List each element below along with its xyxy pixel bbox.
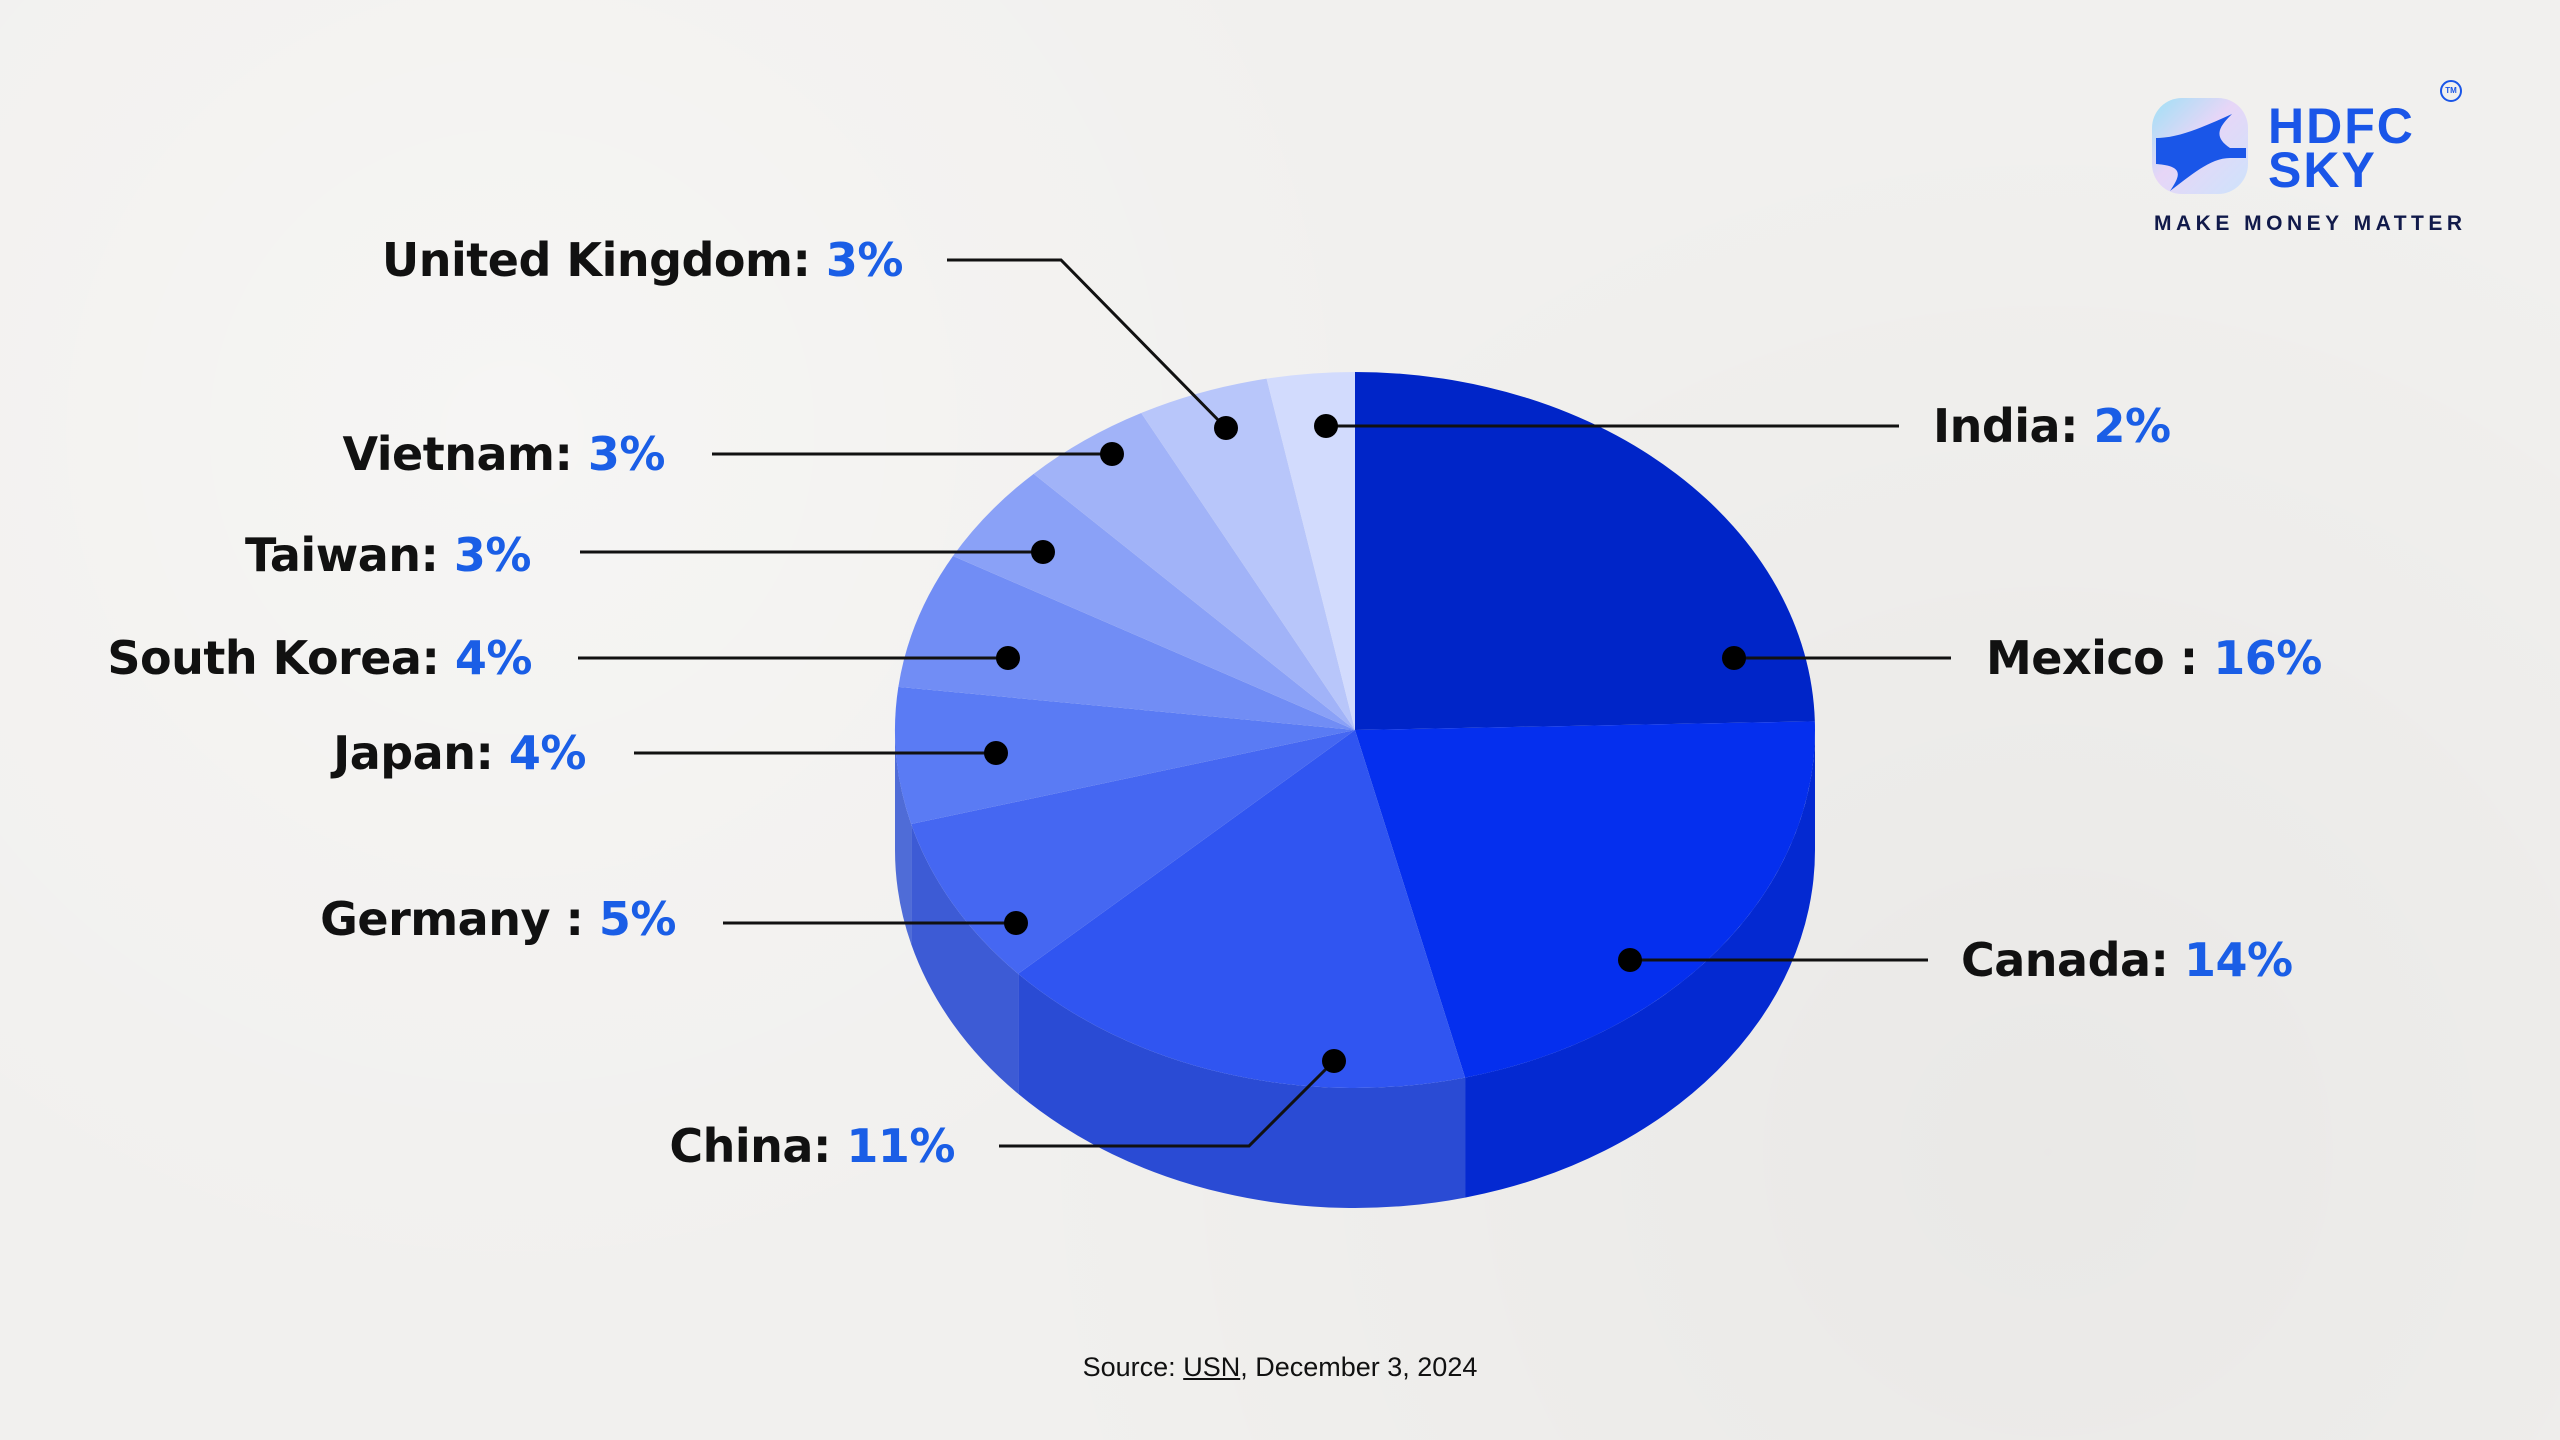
leader-dot (996, 646, 1020, 670)
slice-label-value: 14% (2183, 933, 2293, 987)
slice-label: China: 11% (669, 1119, 955, 1173)
slice-label-name: Germany : (320, 892, 599, 946)
slice-label: Taiwan: 3% (244, 528, 532, 582)
slice-label: India: 2% (1933, 399, 2171, 453)
slice-label: Japan: 4% (333, 726, 586, 780)
leader-dot (1004, 911, 1028, 935)
pie-slice-china (1018, 730, 1466, 1088)
slice-label-value: 5% (598, 892, 677, 946)
slice-label: Germany : 5% (320, 892, 676, 946)
source-link[interactable]: USN (1183, 1352, 1241, 1382)
slice-label-value: 16% (2213, 631, 2322, 685)
logo-text-sky: SKY (2268, 142, 2377, 198)
pie-slice-india (1266, 372, 1355, 730)
slice-label: Vietnam: 3% (343, 427, 666, 481)
source-date: , December 3, 2024 (1240, 1352, 1478, 1382)
leader-dot (984, 741, 1008, 765)
slice-label-value: 4% (454, 631, 533, 685)
leader-line (999, 1059, 1336, 1148)
slice-label-value: 3% (453, 528, 532, 582)
pie-side-walls (895, 730, 1815, 1208)
pie-slice-south-korea (898, 556, 1355, 730)
slice-label-name: Japan: (333, 726, 509, 780)
slice-label-name: Taiwan: (244, 528, 454, 582)
slice-label-name: China: (669, 1119, 847, 1173)
slice-label-name: Vietnam: (342, 427, 588, 481)
slice-label: Canada: 14% (1961, 933, 2293, 987)
slice-label-name: United Kingdom: (381, 233, 826, 287)
leader-dot (1100, 442, 1124, 466)
tagline: MAKE MONEY MATTER (2154, 212, 2467, 235)
pie-slice-vietnam (1033, 413, 1355, 730)
pie-side-2 (1018, 973, 1466, 1208)
leader-dot (1314, 414, 1338, 438)
pie-top (894, 372, 1816, 1088)
slice-label-name: Canada: (1961, 933, 2184, 987)
pie-slice-mexico (1355, 372, 1815, 730)
pie-slice-taiwan (952, 473, 1355, 730)
pie-side-3 (911, 824, 1019, 1094)
slice-label: United Kingdom: 3% (381, 233, 904, 287)
leader-dot (1322, 1049, 1346, 1073)
leader-dot (1618, 948, 1642, 972)
trademark-symbol: TM (2440, 80, 2462, 102)
slice-label-value: 11% (846, 1119, 955, 1173)
logo-mark-icon (2152, 98, 2248, 194)
slice-label-value: 2% (2093, 399, 2172, 453)
pie-slice-united-kingdom (1141, 378, 1355, 730)
slice-label-value: 3% (825, 233, 904, 287)
slice-label: South Korea: 4% (107, 631, 532, 685)
source-prefix: Source: (1082, 1352, 1176, 1382)
slice-label-value: 3% (587, 427, 666, 481)
hdfc-sky-logo: HDFC SKY TM MAKE MONEY MATTER (2150, 80, 2480, 250)
leader-dot (1031, 540, 1055, 564)
leader-line (947, 258, 1228, 430)
logo-text-hdfc: HDFC (2268, 98, 2415, 154)
leader-dot (1722, 646, 1746, 670)
pie-side-4 (895, 730, 912, 945)
leader-dot (1214, 416, 1238, 440)
source-note: Source: USN, December 3, 2024 (0, 1352, 2560, 1383)
slice-label-name: Mexico : (1986, 631, 2214, 685)
pie-side-1 (1465, 730, 1815, 1198)
pie-slice-canada (1355, 721, 1816, 1078)
logo-wordmark: HDFC SKY (2268, 98, 2415, 198)
slice-label-value: 4% (508, 726, 587, 780)
slice-label: Mexico : 16% (1986, 631, 2322, 685)
pie-slice-japan (894, 686, 1355, 825)
slice-label-name: South Korea: (107, 631, 455, 685)
slice-label-name: India: (1933, 399, 2094, 453)
